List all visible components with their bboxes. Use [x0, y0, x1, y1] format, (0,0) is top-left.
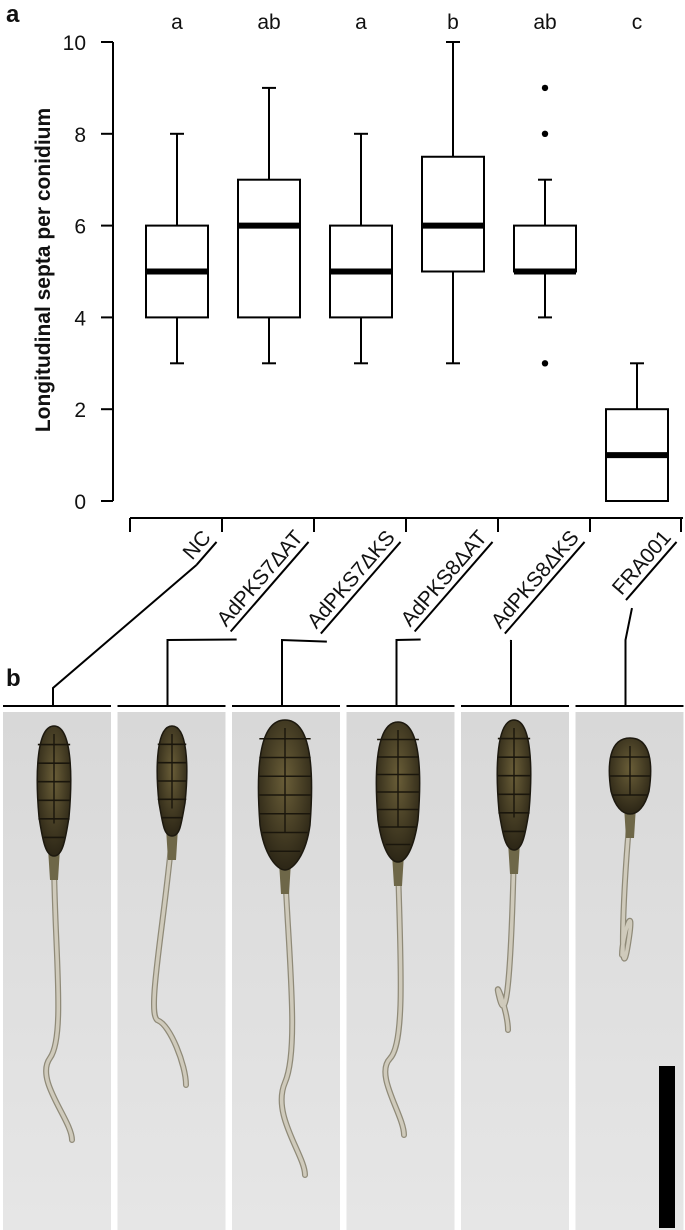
box-plot-series [145, 41, 669, 503]
y-tick-label: 8 [74, 124, 86, 147]
conidium-beak [620, 812, 633, 961]
conidium-beak [496, 848, 516, 1032]
significance-letter: a [355, 11, 367, 34]
x-axis [129, 517, 683, 532]
leader-line [395, 638, 421, 706]
leader-line [52, 564, 198, 706]
category-label: AdPKS7ΔKS [303, 526, 400, 633]
category-label-FRA001: FRA001 [575, 526, 684, 707]
category-label: NC [179, 526, 216, 564]
significance-letter: c [632, 11, 643, 34]
category-label-AdPKS7ΔKS: AdPKS7ΔKS [232, 526, 402, 707]
y-axis-ticks: 0 2 4 6 8 10 [63, 32, 113, 514]
y-tick-label: 4 [74, 307, 86, 330]
iqr-box [421, 155, 485, 273]
leader-line [166, 638, 237, 706]
label-underline [625, 541, 678, 601]
label-underline [229, 541, 310, 633]
category-label-AdPKS7ΔAT: AdPKS7ΔAT [117, 526, 310, 707]
conidium-beak [152, 834, 188, 1087]
label-underline [413, 541, 494, 633]
y-tick-label: 6 [74, 216, 86, 239]
label-underline [504, 541, 586, 635]
box-AdPKS8ΔKS [513, 84, 577, 367]
outlier-point [541, 130, 549, 137]
significance-letter: ab [533, 11, 556, 34]
box-AdPKS7ΔAT [237, 86, 301, 365]
micrograph-panel [232, 712, 340, 1230]
conidium-beak [279, 868, 307, 1177]
panel-label-b: b [6, 665, 21, 692]
micrograph-panel [117, 712, 226, 1230]
micrograph-panel [3, 712, 111, 1230]
significance-letter: b [447, 11, 459, 34]
iqr-box [237, 178, 301, 319]
outlier-point [541, 360, 549, 367]
y-tick-label: 2 [74, 399, 86, 422]
label-underline [320, 541, 402, 635]
leader-line [281, 638, 327, 706]
conidium-beak [383, 860, 406, 1137]
box-FRA001 [605, 362, 669, 503]
micrograph-panels [3, 712, 684, 1230]
iqr-box [513, 224, 577, 273]
conidium-beak [44, 854, 74, 1142]
category-label-NC: NC [3, 526, 218, 707]
scale-bar [659, 1066, 675, 1228]
significance-letters: a ab a b ab c [171, 11, 642, 34]
category-label: FRA001 [608, 526, 676, 599]
panel-label-a: a [6, 1, 20, 28]
category-label: AdPKS8ΔKS [487, 526, 584, 633]
category-label: AdPKS8ΔAT [397, 526, 492, 631]
box-NC [145, 132, 209, 365]
significance-letter: ab [257, 11, 280, 34]
y-tick-label: 10 [63, 32, 86, 55]
micrograph-panel [346, 712, 455, 1230]
leader-line [624, 607, 633, 706]
y-axis-label: Longitudinal septa per conidium [32, 108, 55, 432]
box-AdPKS7ΔKS [329, 132, 393, 365]
label-underline [195, 541, 218, 566]
micrograph-panel [461, 712, 569, 1230]
box-AdPKS8ΔAT [421, 41, 485, 365]
outlier-point [541, 84, 549, 92]
category-label: AdPKS7ΔAT [213, 526, 308, 631]
y-tick-label: 0 [74, 491, 86, 514]
significance-letter: a [171, 11, 183, 34]
